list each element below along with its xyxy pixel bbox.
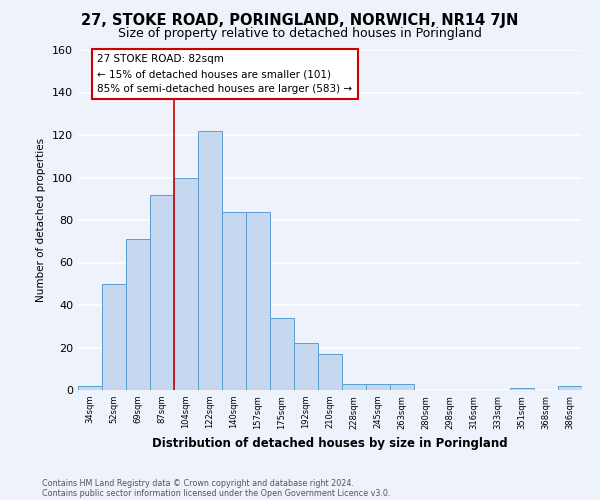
Bar xyxy=(342,384,366,390)
Bar xyxy=(558,386,582,390)
Bar xyxy=(366,384,390,390)
Bar xyxy=(510,388,534,390)
Bar xyxy=(102,284,126,390)
Bar xyxy=(390,384,414,390)
Text: Contains public sector information licensed under the Open Government Licence v3: Contains public sector information licen… xyxy=(42,488,391,498)
Bar xyxy=(246,212,270,390)
Text: 27, STOKE ROAD, PORINGLAND, NORWICH, NR14 7JN: 27, STOKE ROAD, PORINGLAND, NORWICH, NR1… xyxy=(82,12,518,28)
Bar xyxy=(222,212,246,390)
Text: Contains HM Land Registry data © Crown copyright and database right 2024.: Contains HM Land Registry data © Crown c… xyxy=(42,478,354,488)
Text: Size of property relative to detached houses in Poringland: Size of property relative to detached ho… xyxy=(118,28,482,40)
Bar xyxy=(78,386,102,390)
Text: 27 STOKE ROAD: 82sqm
← 15% of detached houses are smaller (101)
85% of semi-deta: 27 STOKE ROAD: 82sqm ← 15% of detached h… xyxy=(97,54,352,94)
Bar xyxy=(318,354,342,390)
Bar xyxy=(150,194,174,390)
Bar xyxy=(174,178,198,390)
Bar xyxy=(198,130,222,390)
Bar xyxy=(270,318,294,390)
Bar xyxy=(294,343,318,390)
X-axis label: Distribution of detached houses by size in Poringland: Distribution of detached houses by size … xyxy=(152,437,508,450)
Y-axis label: Number of detached properties: Number of detached properties xyxy=(37,138,46,302)
Bar xyxy=(126,239,150,390)
